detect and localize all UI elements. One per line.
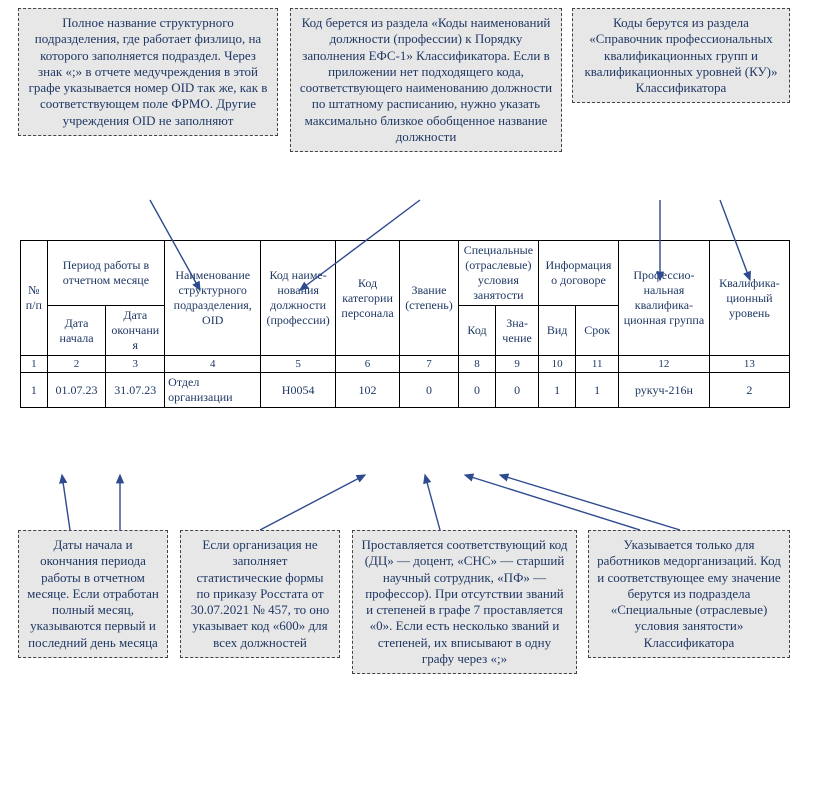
n6: 6 bbox=[336, 356, 400, 373]
th-qual-level: Квалифика-ционный уровень bbox=[709, 241, 789, 356]
n2: 2 bbox=[47, 356, 106, 373]
callout-top-left: Полное название структурного подразделен… bbox=[18, 8, 278, 136]
n10: 10 bbox=[538, 356, 575, 373]
n9: 9 bbox=[496, 356, 539, 373]
th-date-start: Дата начала bbox=[47, 306, 106, 356]
n1: 1 bbox=[21, 356, 48, 373]
c10: 1 bbox=[538, 373, 575, 408]
th-group-period: Период работы в отчетном месяце bbox=[47, 241, 164, 306]
n13: 13 bbox=[709, 356, 789, 373]
c8: 0 bbox=[458, 373, 495, 408]
n7: 7 bbox=[400, 356, 459, 373]
th-prof-group: Профессио-нальная квалифика-ционная груп… bbox=[619, 241, 710, 356]
table-wrap: № п/п Период работы в отчетном месяце На… bbox=[20, 240, 790, 408]
c5: H0054 bbox=[261, 373, 336, 408]
callout-top-mid: Код берется из раздела «Коды наименовани… bbox=[290, 8, 562, 152]
th-position-code: Код наиме-нования должности (профессии) bbox=[261, 241, 336, 356]
c2: 01.07.23 bbox=[47, 373, 106, 408]
th-group-special: Специальные (отраслевые) условия занятос… bbox=[458, 241, 538, 306]
data-row: 1 01.07.23 31.07.23 Отдел организации H0… bbox=[21, 373, 790, 408]
th-contract-kind: Вид bbox=[538, 306, 575, 356]
callout-bot-1: Даты начала и окончания периода работы в… bbox=[18, 530, 168, 658]
n11: 11 bbox=[576, 356, 619, 373]
th-spec-code: Код bbox=[458, 306, 495, 356]
main-table: № п/п Период работы в отчетном месяце На… bbox=[20, 240, 790, 408]
n12: 12 bbox=[619, 356, 710, 373]
c7: 0 bbox=[400, 373, 459, 408]
callout-bot-3: Проставляется соответствующий код (ДЦ» —… bbox=[352, 530, 577, 674]
th-number: № п/п bbox=[21, 241, 48, 356]
th-spec-val: Зна-чение bbox=[496, 306, 539, 356]
th-rank: Звание (степень) bbox=[400, 241, 459, 356]
callout-bot-4: Указывается только для работников медорг… bbox=[588, 530, 790, 658]
c4: Отдел организации bbox=[165, 373, 261, 408]
th-contract-term: Срок bbox=[576, 306, 619, 356]
c12: рукуч-216н bbox=[619, 373, 710, 408]
c11: 1 bbox=[576, 373, 619, 408]
n8: 8 bbox=[458, 356, 495, 373]
callout-top-right: Коды берутся из раздела «Справочник проф… bbox=[572, 8, 790, 103]
th-unit: Наименование структурного подразделения,… bbox=[165, 241, 261, 356]
c13: 2 bbox=[709, 373, 789, 408]
number-row: 1 2 3 4 5 6 7 8 9 10 11 12 13 bbox=[21, 356, 790, 373]
c9: 0 bbox=[496, 373, 539, 408]
c6: 102 bbox=[336, 373, 400, 408]
th-date-end: Дата окончания bbox=[106, 306, 165, 356]
c3: 31.07.23 bbox=[106, 373, 165, 408]
th-category: Код категории персонала bbox=[336, 241, 400, 356]
n3: 3 bbox=[106, 356, 165, 373]
th-group-contract: Информация о договоре bbox=[538, 241, 618, 306]
c1: 1 bbox=[21, 373, 48, 408]
n5: 5 bbox=[261, 356, 336, 373]
callout-bot-2: Если организация не заполняет статистиче… bbox=[180, 530, 340, 658]
n4: 4 bbox=[165, 356, 261, 373]
